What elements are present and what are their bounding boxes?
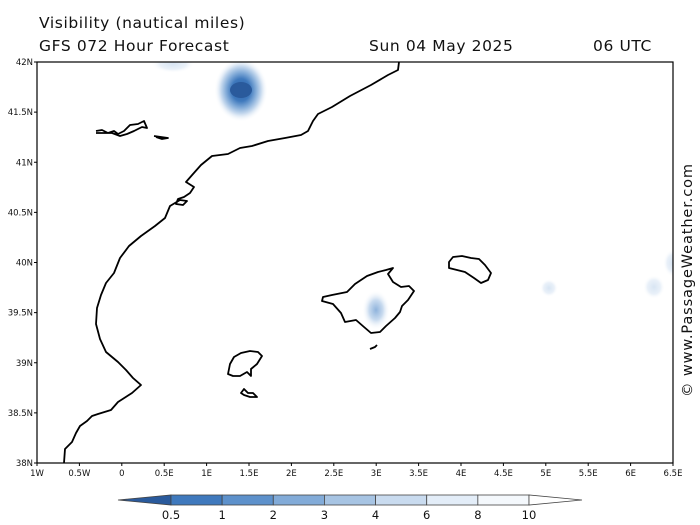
lat-label: 38N (16, 459, 33, 469)
fog-patch-east3 (663, 249, 673, 277)
formentera-island (240, 388, 258, 398)
legend-arrow-high (528, 494, 583, 506)
fog-patch-mallorca (362, 290, 390, 330)
visibility-legend: 0.5 1 2 3 4 6 8 10 (117, 494, 583, 522)
lat-label: 41.5N (8, 108, 33, 118)
legend-label: 0.5 (162, 508, 180, 522)
lon-label: 3E (371, 469, 382, 479)
latitude-axis: 42N 41.5N 41N 40.5N 40N 39.5N 39N 38.5N 38N (8, 58, 37, 469)
fog-patch-east1 (540, 279, 558, 297)
legend-swatch (272, 494, 325, 506)
legend-label: 4 (372, 508, 379, 522)
lat-label: 39N (16, 359, 33, 369)
legend-label: 6 (423, 508, 430, 522)
small-islet (153, 135, 169, 140)
columbretes-islands (95, 120, 148, 137)
mallorca-island (321, 267, 415, 334)
map-frame (36, 61, 674, 464)
cabrera-island (369, 344, 378, 350)
legend-label: 8 (474, 508, 481, 522)
lon-label: 6.5E (664, 469, 683, 479)
menorca-island (448, 255, 492, 284)
visibility-field (151, 62, 673, 330)
legend-swatch (426, 494, 479, 506)
legend-label: 2 (270, 508, 277, 522)
fog-patch-east2 (643, 275, 665, 299)
lon-label: 3.5E (409, 469, 428, 479)
legend-swatch (221, 494, 274, 506)
lon-label: 5.5E (579, 469, 598, 479)
ibiza-island (227, 350, 263, 377)
lon-label: 0 (119, 469, 124, 479)
legend-arrow-low (117, 494, 172, 506)
lat-label: 40.5N (8, 208, 33, 218)
legend-swatch (375, 494, 428, 506)
lat-label: 38.5N (8, 409, 33, 419)
lon-label: 1E (201, 469, 212, 479)
lon-label: 4E (456, 469, 467, 479)
lon-label: 1W (30, 469, 44, 479)
lon-label: 1.5E (240, 469, 259, 479)
lon-label: 0.5E (155, 469, 174, 479)
lon-label: 6E (625, 469, 636, 479)
lon-label: 2.5E (324, 469, 343, 479)
lon-label: 0.5W (68, 469, 91, 479)
lat-label: 40N (16, 259, 33, 269)
spain-coastline (63, 62, 400, 463)
legend-swatch (170, 494, 223, 506)
legend-label: 3 (321, 508, 328, 522)
longitude-axis: 1W 0.5W 0 0.5E 1E 1.5E 2E 2.5E 3E 3.5E 4E 4.5E 5E 5.5… (30, 463, 682, 479)
valid-date: Sun 04 May 2025 (369, 37, 514, 55)
fog-core-north (230, 82, 252, 98)
lat-label: 41N (16, 158, 33, 168)
valid-time: 06 UTC (593, 37, 652, 55)
chart-title: Visibility (nautical miles) (39, 14, 246, 32)
fog-patch-top (151, 62, 195, 73)
coastlines (63, 62, 492, 463)
legend-swatch (477, 494, 530, 506)
legend-label: 10 (522, 508, 537, 522)
lon-label: 5E (540, 469, 551, 479)
legend-swatch (324, 494, 376, 506)
forecast-label: GFS 072 Hour Forecast (39, 37, 230, 55)
legend-label: 1 (218, 508, 225, 522)
lat-label: 39.5N (8, 309, 33, 319)
lon-label: 2E (286, 469, 297, 479)
lon-label: 4.5E (494, 469, 513, 479)
lat-label: 42N (16, 58, 33, 68)
